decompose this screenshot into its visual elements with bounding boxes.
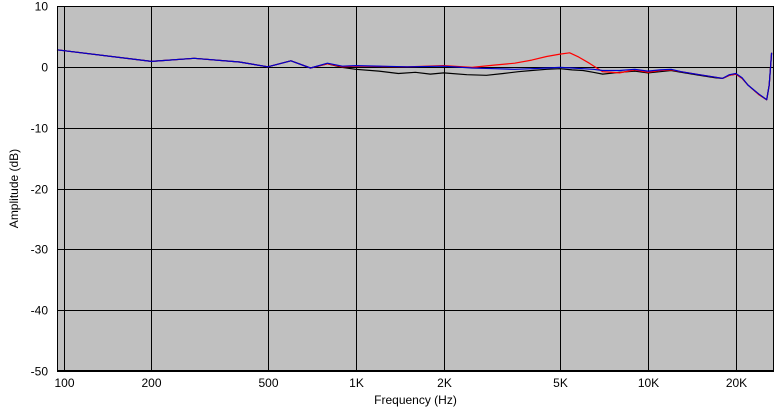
y-tick-label: -30 [31, 243, 49, 257]
x-tick-label: 10K [638, 376, 659, 390]
y-tick-labels: 10 0 -10 -20 -30 -40 -50 [31, 0, 49, 379]
y-axis-title: Amplitude (dB) [7, 149, 21, 228]
series-group [56, 49, 773, 101]
x-axis-title: Frequency (Hz) [374, 393, 457, 407]
x-tick-labels: 100 200 500 1K 2K 5K 10K 20K [54, 376, 747, 390]
x-tick-label: 5K [553, 376, 568, 390]
x-tick-label: 1K [349, 376, 364, 390]
y-tick-label: -10 [31, 122, 49, 136]
x-tick-label: 100 [54, 376, 74, 390]
series-line-3 [56, 49, 773, 101]
y-tick-label: 10 [35, 0, 49, 14]
plot-border [57, 6, 774, 371]
y-tick-label: 0 [41, 61, 48, 75]
x-tick-label: 20K [726, 376, 747, 390]
x-tick-label: 200 [141, 376, 161, 390]
y-tick-label: -20 [31, 183, 49, 197]
y-tick-label: -50 [31, 365, 49, 379]
x-tick-label: 500 [258, 376, 278, 390]
x-tick-label: 2K [437, 376, 452, 390]
y-tick-label: -40 [31, 304, 49, 318]
